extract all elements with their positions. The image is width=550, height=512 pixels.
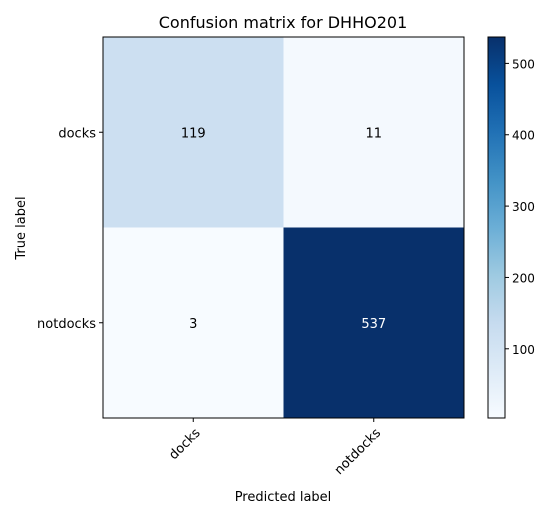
chart-title: Confusion matrix for DHHO201 <box>159 13 408 32</box>
cell-value-label: 3 <box>189 317 197 332</box>
x-tick-label: notdocks <box>332 426 384 478</box>
cell-value-label: 537 <box>361 317 386 332</box>
colorbar-tick-label: 100 <box>512 343 535 357</box>
y-tick-label: notdocks <box>37 317 96 332</box>
x-tick-labels: docks notdocks <box>166 418 384 478</box>
y-tick-label: docks <box>58 126 96 141</box>
heatmap-cell <box>103 227 284 418</box>
x-axis-label: Predicted label <box>235 490 332 505</box>
cell-value-label: 11 <box>365 126 382 141</box>
plot-frame <box>102 36 465 419</box>
colorbar-tick-label: 500 <box>512 57 535 71</box>
colorbar-tick-label: 400 <box>512 129 535 143</box>
colorbar-tick-label: 200 <box>512 271 535 285</box>
colorbar-ticks: 100 200 300 400 500 <box>505 57 535 357</box>
x-tick-label: docks <box>166 426 203 463</box>
heatmap-cell <box>283 37 464 228</box>
colorbar-tick-label: 300 <box>512 200 535 214</box>
heatmap-cell <box>103 37 284 228</box>
cell-value-label: 119 <box>181 126 206 141</box>
heatmap-cell <box>283 227 464 418</box>
colorbar <box>487 36 506 419</box>
heatmap-cells: 119 11 3 537 <box>103 37 464 418</box>
y-axis-label: True label <box>14 196 29 260</box>
y-tick-labels: docks notdocks <box>37 126 103 332</box>
